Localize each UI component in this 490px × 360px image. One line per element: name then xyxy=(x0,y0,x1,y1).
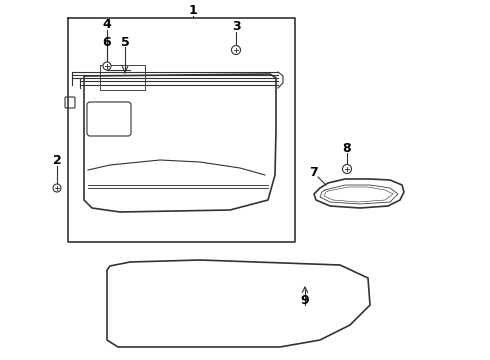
Circle shape xyxy=(343,165,351,174)
Text: 9: 9 xyxy=(301,293,309,306)
Text: 3: 3 xyxy=(232,21,240,33)
Text: 1: 1 xyxy=(189,4,197,18)
Text: 4: 4 xyxy=(102,18,111,31)
Text: 8: 8 xyxy=(343,141,351,154)
Text: 5: 5 xyxy=(121,36,129,49)
Circle shape xyxy=(53,184,61,192)
Text: 6: 6 xyxy=(103,36,111,49)
Circle shape xyxy=(231,45,241,54)
Text: 2: 2 xyxy=(52,153,61,166)
Circle shape xyxy=(103,62,111,70)
Text: 7: 7 xyxy=(309,166,318,179)
